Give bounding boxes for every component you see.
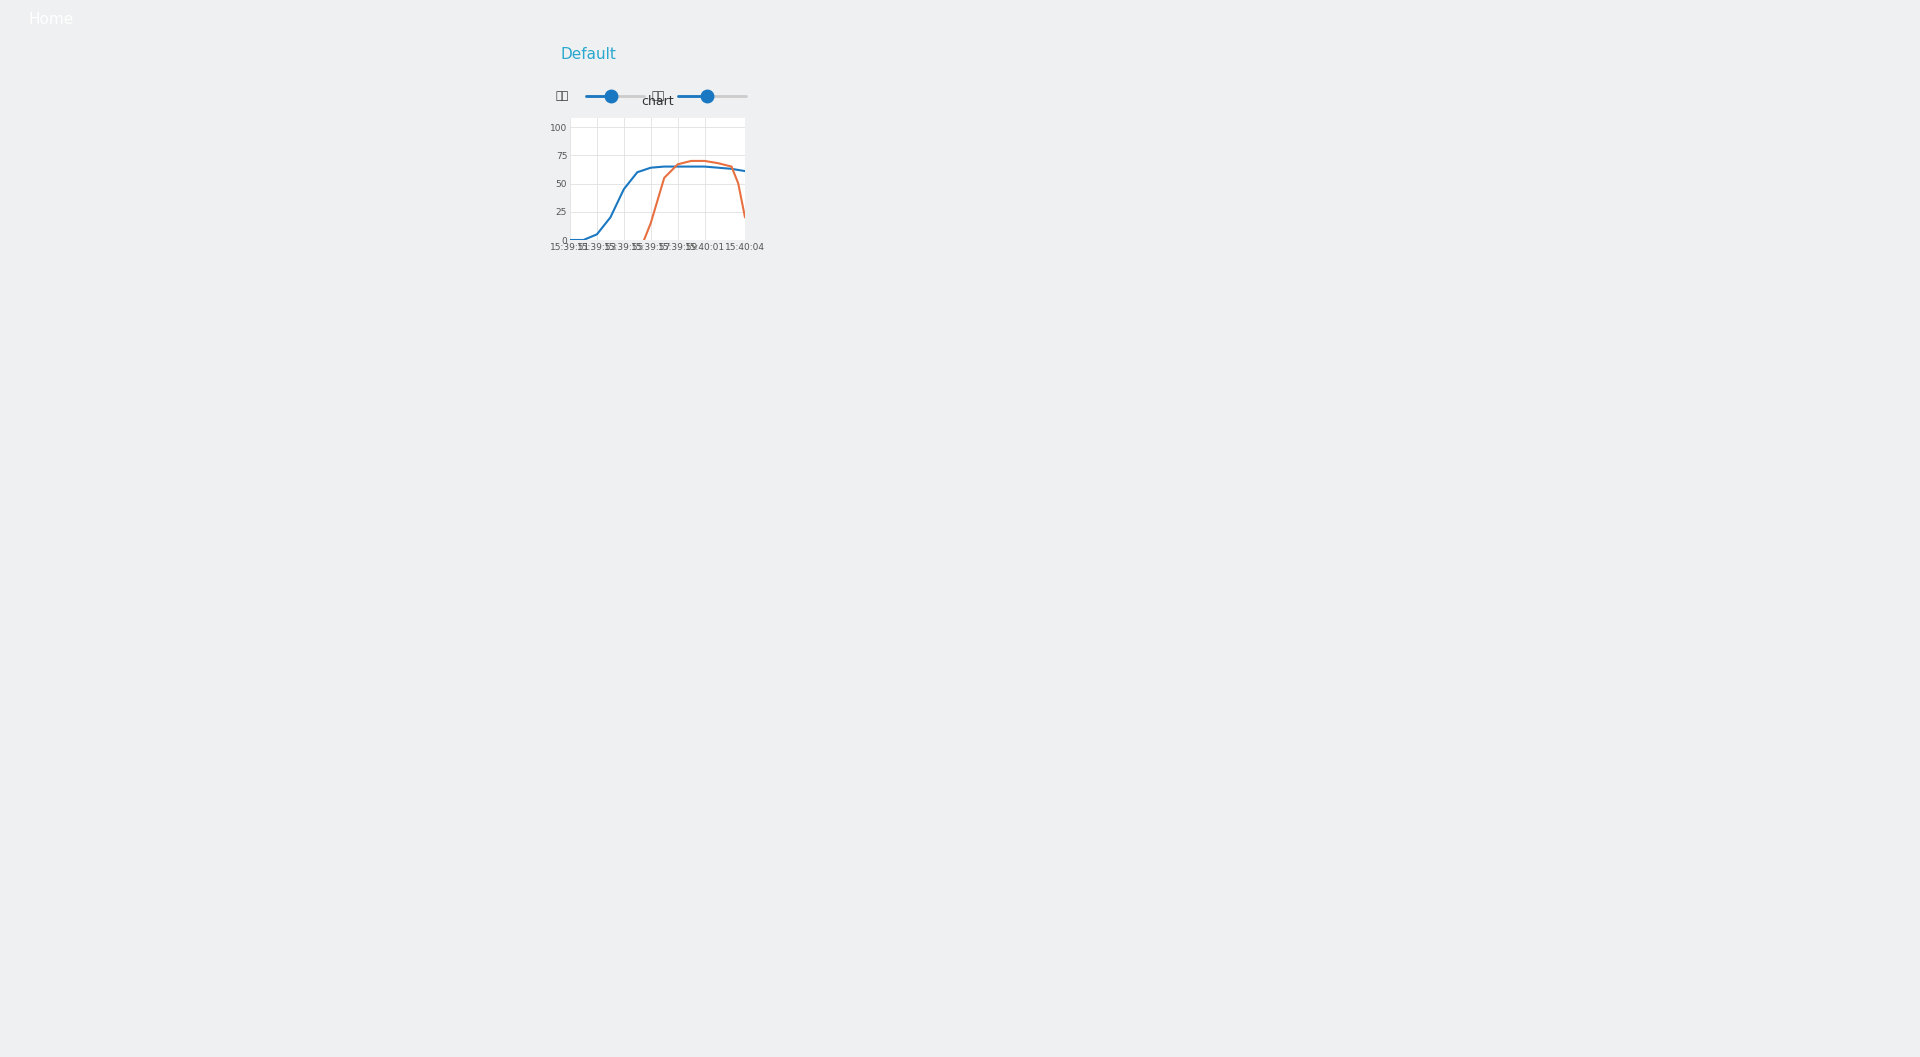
- Text: Default: Default: [561, 47, 616, 62]
- Text: Home: Home: [29, 12, 75, 26]
- Text: 水量: 水量: [653, 91, 664, 100]
- Text: chart: chart: [641, 95, 674, 108]
- Text: 电量: 电量: [557, 91, 568, 100]
